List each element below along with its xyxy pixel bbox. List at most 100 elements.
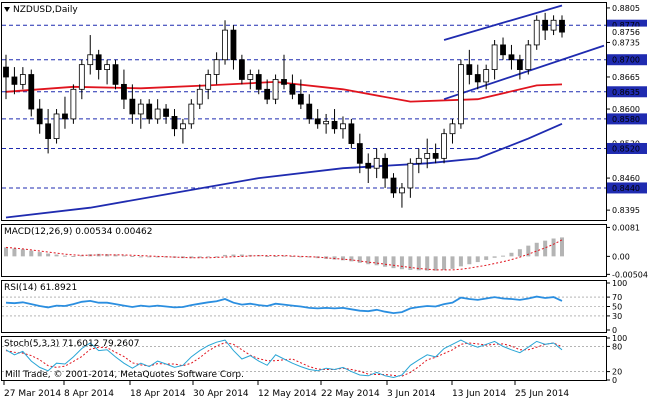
current-price-tag-box xyxy=(607,26,647,38)
macd-bar xyxy=(231,254,236,257)
stoch-signal-line xyxy=(5,342,563,377)
macd-bar xyxy=(71,256,76,257)
candle-body xyxy=(474,74,481,83)
rsi-layer xyxy=(2,295,606,317)
rsi-axis-label: 50 xyxy=(612,303,622,312)
candle-body xyxy=(45,123,52,140)
candle xyxy=(424,138,431,169)
candle-body xyxy=(348,123,355,144)
candle xyxy=(3,54,9,100)
level-tag-text: 0.8770 xyxy=(612,21,640,30)
candle xyxy=(340,116,346,139)
candle xyxy=(331,109,338,134)
candle-body xyxy=(390,177,397,194)
candle xyxy=(205,69,212,100)
current-price-tag-text: 0.8756 xyxy=(612,28,640,37)
candle-body xyxy=(255,74,262,90)
macd-bar xyxy=(4,247,8,257)
candle-body xyxy=(247,74,254,80)
macd-bar xyxy=(484,256,489,260)
candle xyxy=(390,173,397,198)
candle-body xyxy=(163,108,169,117)
candle xyxy=(53,109,60,144)
candle xyxy=(415,148,422,174)
candle-body xyxy=(196,88,203,105)
candle-body xyxy=(146,103,153,120)
macd-axis-label: 0.00 xyxy=(612,252,630,261)
macd-bar xyxy=(475,256,480,263)
candle-body xyxy=(289,83,296,95)
level-tag-box xyxy=(607,86,647,98)
stoch-panel-frame xyxy=(1,336,607,381)
macd-bar xyxy=(366,256,371,265)
time-axis-label: 25 Jun 2014 xyxy=(515,389,569,399)
candle-body xyxy=(281,79,287,85)
candle xyxy=(533,15,540,50)
candle-body xyxy=(78,64,85,90)
candle-body xyxy=(415,157,422,164)
candle-body xyxy=(87,54,94,66)
level-tag-box xyxy=(607,19,647,31)
channel-upper-line xyxy=(443,4,563,41)
macd-bar xyxy=(526,245,531,257)
macd-bar xyxy=(239,254,244,257)
stoch-layer xyxy=(2,339,606,379)
candle xyxy=(297,79,304,110)
macd-bar xyxy=(509,252,514,257)
time-axis-label: 3 Jun 2014 xyxy=(387,389,436,399)
candle xyxy=(500,37,506,60)
macd-bar xyxy=(391,256,396,269)
rsi-axis-label: 30 xyxy=(612,312,622,321)
copyright-text: Mill Trade, © 2001-2014, MetaQuotes Soft… xyxy=(5,370,244,380)
macd-bar xyxy=(290,256,295,257)
candle xyxy=(542,12,549,40)
candle xyxy=(19,67,26,90)
candle-body xyxy=(483,69,490,83)
candle-body xyxy=(432,153,439,159)
macd-bar xyxy=(442,256,447,270)
candle xyxy=(432,143,439,164)
level-tag-text: 0.8440 xyxy=(612,184,640,193)
level-tag-box xyxy=(607,182,647,194)
candle-body xyxy=(70,88,77,120)
level-tag-box xyxy=(607,142,647,154)
macd-bar xyxy=(543,240,548,257)
macd-bar xyxy=(29,250,34,257)
time-axis-label: 18 Apr 2014 xyxy=(130,389,186,399)
level-tag-text: 0.8580 xyxy=(612,115,640,124)
candle-body xyxy=(424,153,431,159)
symbol-dropdown-icon[interactable] xyxy=(4,7,10,12)
macd-bar xyxy=(340,256,345,261)
macd-bar xyxy=(399,256,404,270)
candle-body xyxy=(171,116,178,130)
candle-body xyxy=(28,74,35,110)
candle xyxy=(483,64,490,90)
candle xyxy=(525,39,532,75)
candle-body xyxy=(449,123,456,135)
candle-body xyxy=(356,143,363,164)
candle-body xyxy=(516,59,523,70)
rsi-axis-label: 70 xyxy=(612,293,622,302)
candle xyxy=(11,67,18,95)
candle-body xyxy=(3,66,9,78)
macd-bar xyxy=(214,256,219,258)
candle xyxy=(559,15,565,38)
candle-body xyxy=(533,19,540,46)
macd-bar xyxy=(416,256,421,271)
time-axis-label: 12 May 2014 xyxy=(258,389,317,399)
time-axis-label: 22 May 2014 xyxy=(321,389,380,399)
macd-bar xyxy=(223,254,228,257)
price-axis-label: 0.8805 xyxy=(612,4,640,13)
candle xyxy=(213,52,220,85)
macd-bar xyxy=(206,256,211,258)
macd-bar xyxy=(517,249,522,257)
macd-axis-label: 0.0081 xyxy=(612,223,640,232)
candle-body xyxy=(112,64,119,85)
candle-body xyxy=(340,123,346,130)
candle xyxy=(129,84,136,124)
candle xyxy=(407,158,414,198)
time-axis-label: 8 Apr 2014 xyxy=(64,389,114,399)
macd-bar xyxy=(282,255,286,257)
candle xyxy=(154,99,161,124)
candle xyxy=(255,69,262,95)
